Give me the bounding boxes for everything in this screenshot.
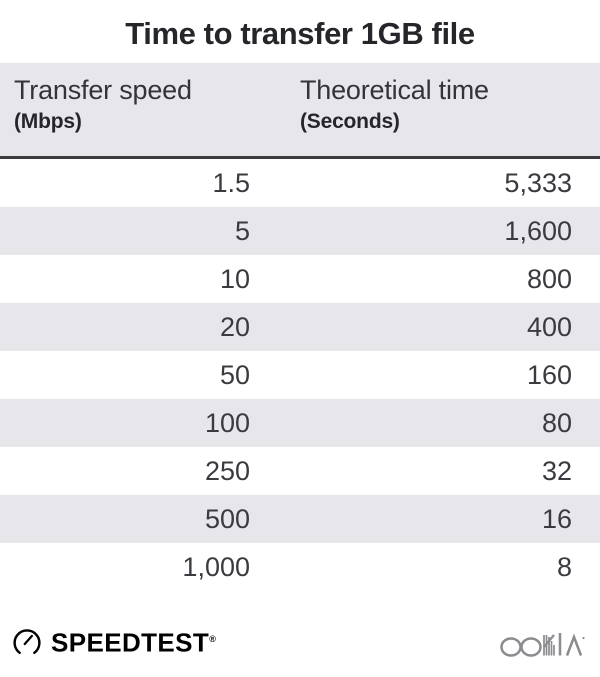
footer: SPEEDTEST®	[0, 612, 600, 677]
column-header-transfer-speed: Transfer speed (Mbps)	[14, 73, 300, 137]
table-row: 100 80	[0, 399, 600, 447]
speedometer-icon	[12, 626, 42, 656]
table-row: 500 16	[0, 495, 600, 543]
table-row: 1.5 5,333	[0, 159, 600, 207]
page-title: Time to transfer 1GB file	[125, 16, 475, 51]
column-header-transfer-speed-line1: Transfer speed	[14, 75, 192, 105]
table-header: Transfer speed (Mbps) Theoretical time (…	[0, 63, 600, 159]
cell-transfer-speed: 250	[204, 455, 250, 486]
cell-transfer-speed: 10	[219, 263, 250, 294]
table-row: 20 400	[0, 303, 600, 351]
cell-theoretical-time: 1,600	[504, 215, 572, 246]
ookla-logo	[500, 630, 586, 658]
table-row: 250 32	[0, 447, 600, 495]
cell-transfer-speed: 20	[219, 311, 250, 342]
cell-transfer-speed: 50	[219, 359, 250, 390]
cell-theoretical-time: 16	[541, 503, 572, 534]
speedtest-logo: SPEEDTEST®	[12, 624, 216, 658]
column-header-theoretical-time-unit: (Seconds)	[300, 110, 400, 133]
table-row: 10 800	[0, 255, 600, 303]
column-header-transfer-speed-unit: (Mbps)	[14, 110, 82, 133]
cell-theoretical-time: 160	[526, 359, 572, 390]
table-row: 50 160	[0, 351, 600, 399]
cell-transfer-speed: 5	[234, 215, 250, 246]
column-header-theoretical-time-line1: Theoretical time	[300, 75, 489, 105]
header-divider	[0, 156, 600, 159]
transfer-time-table: Transfer speed (Mbps) Theoretical time (…	[0, 63, 600, 591]
table-body: 1.5 5,333 5 1,600 10 800 20 400 50 160 1…	[0, 159, 600, 591]
table-row: 5 1,600	[0, 207, 600, 255]
cell-transfer-speed: 100	[204, 407, 250, 438]
cell-theoretical-time: 5,333	[504, 167, 572, 198]
cell-theoretical-time: 400	[526, 311, 572, 342]
column-header-theoretical-time: Theoretical time (Seconds)	[300, 73, 572, 137]
table-row: 1,000 8	[0, 543, 600, 591]
cell-transfer-speed: 1,000	[182, 551, 250, 582]
speedtest-wordmark: SPEEDTEST®	[51, 626, 216, 656]
cell-theoretical-time: 800	[526, 263, 572, 294]
speedtest-wordmark-text: SPEEDTEST	[51, 627, 210, 658]
cell-theoretical-time: 8	[556, 551, 572, 582]
cell-transfer-speed: 1.5	[212, 167, 250, 198]
registered-mark: ®	[209, 634, 216, 645]
cell-transfer-speed: 500	[204, 503, 250, 534]
cell-theoretical-time: 32	[541, 455, 572, 486]
cell-theoretical-time: 80	[541, 407, 572, 438]
